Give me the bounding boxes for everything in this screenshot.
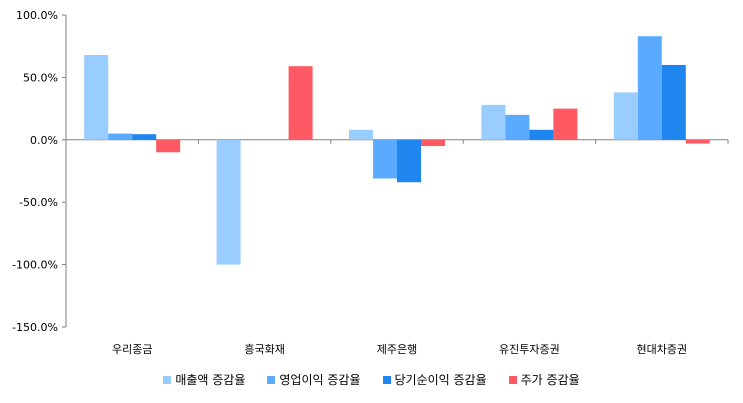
bar — [661, 64, 686, 140]
bar — [613, 92, 638, 140]
legend-item: 영업이익 증감율 — [267, 371, 361, 388]
bar — [529, 129, 554, 140]
bar — [156, 139, 181, 153]
bar — [373, 139, 397, 179]
legend-item: 매출액 증감율 — [163, 371, 245, 388]
legend-label: 당기순이익 증감율 — [394, 373, 487, 387]
bar — [132, 134, 157, 140]
x-tick-label: 제주은행 — [377, 343, 417, 356]
bar — [349, 129, 373, 140]
bar — [637, 36, 662, 140]
legend-item: 당기순이익 증감율 — [382, 371, 487, 388]
x-tick-label: 유진투자증권 — [499, 343, 560, 356]
bar — [397, 139, 421, 183]
bar — [421, 139, 445, 147]
y-tick-label: -50.0% — [19, 196, 58, 209]
legend-swatch — [267, 375, 276, 384]
y-tick-label: -150.0% — [12, 321, 58, 334]
y-tick-label: 50.0% — [23, 71, 58, 84]
x-tick-label: 흥국화재 — [244, 342, 284, 356]
bar — [84, 54, 109, 140]
legend-item: 주가 증감율 — [508, 371, 580, 388]
y-tick-label: -100.0% — [12, 259, 58, 272]
legend-swatch — [382, 375, 391, 384]
legend-swatch — [508, 375, 517, 384]
bar — [505, 114, 530, 140]
bar — [108, 133, 133, 140]
y-tick-label: 100.0% — [16, 9, 58, 22]
legend-label: 주가 증감율 — [520, 373, 580, 387]
x-tick-label: 현대차증권 — [636, 343, 687, 356]
bar — [216, 139, 241, 265]
bar — [685, 139, 710, 144]
x-tick-label: 우리종금 — [112, 343, 152, 356]
legend-label: 매출액 증감율 — [175, 373, 246, 387]
legend: 매출액 증감율 영업이익 증감율 당기순이익 증감율 주가 증감율 — [0, 371, 743, 388]
bar-chart: 100.0% 50.0% 0.0% -50.0% -100.0% -150.0% 우리종금 흥… — [12, 9, 729, 356]
y-tick-label: 0.0% — [30, 134, 58, 147]
legend-swatch — [163, 375, 172, 384]
bar — [481, 104, 506, 140]
bar — [553, 108, 578, 140]
bar — [288, 66, 313, 140]
legend-label: 영업이익 증감율 — [279, 373, 361, 387]
